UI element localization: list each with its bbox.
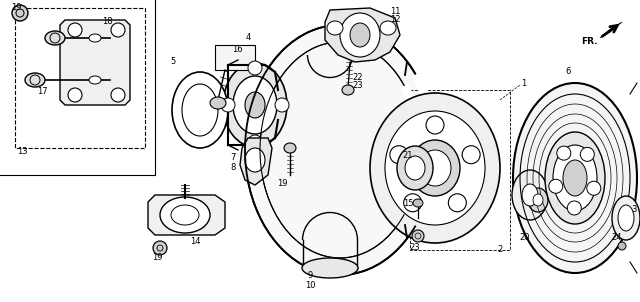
Circle shape bbox=[618, 242, 626, 250]
Ellipse shape bbox=[380, 21, 396, 35]
Ellipse shape bbox=[89, 34, 101, 42]
Ellipse shape bbox=[612, 196, 640, 240]
Ellipse shape bbox=[397, 146, 433, 190]
Text: 4: 4 bbox=[245, 34, 251, 43]
Ellipse shape bbox=[45, 31, 65, 45]
Text: 14: 14 bbox=[189, 237, 200, 246]
Ellipse shape bbox=[533, 194, 543, 206]
Ellipse shape bbox=[302, 258, 358, 278]
Circle shape bbox=[68, 23, 82, 37]
Text: 19: 19 bbox=[276, 178, 287, 188]
Ellipse shape bbox=[25, 73, 45, 87]
Ellipse shape bbox=[528, 188, 548, 212]
Ellipse shape bbox=[245, 148, 265, 172]
Circle shape bbox=[426, 116, 444, 134]
Text: 6: 6 bbox=[565, 68, 571, 76]
Text: 11: 11 bbox=[390, 8, 400, 17]
Circle shape bbox=[221, 98, 235, 112]
Ellipse shape bbox=[553, 145, 597, 211]
Text: 24: 24 bbox=[612, 233, 622, 243]
Ellipse shape bbox=[522, 184, 538, 206]
Ellipse shape bbox=[410, 140, 460, 196]
Circle shape bbox=[412, 230, 424, 242]
Text: 22: 22 bbox=[353, 73, 364, 82]
Ellipse shape bbox=[512, 170, 548, 220]
Polygon shape bbox=[600, 22, 622, 38]
Ellipse shape bbox=[210, 97, 226, 109]
Circle shape bbox=[12, 5, 28, 21]
Ellipse shape bbox=[563, 160, 587, 196]
Polygon shape bbox=[215, 45, 255, 70]
Ellipse shape bbox=[618, 205, 634, 231]
Ellipse shape bbox=[370, 93, 500, 243]
Text: 5: 5 bbox=[170, 57, 175, 66]
Circle shape bbox=[580, 147, 595, 161]
Ellipse shape bbox=[233, 76, 277, 134]
Text: 18: 18 bbox=[102, 18, 112, 27]
Circle shape bbox=[404, 194, 422, 212]
Ellipse shape bbox=[413, 199, 423, 207]
Text: 20: 20 bbox=[520, 233, 531, 243]
Circle shape bbox=[111, 23, 125, 37]
Text: 21: 21 bbox=[403, 150, 413, 159]
Text: 9: 9 bbox=[307, 271, 312, 281]
Text: 13: 13 bbox=[17, 147, 28, 156]
Text: FR.: FR. bbox=[582, 37, 598, 47]
Ellipse shape bbox=[223, 63, 287, 147]
Ellipse shape bbox=[342, 85, 354, 95]
Ellipse shape bbox=[405, 156, 425, 180]
Circle shape bbox=[449, 194, 467, 212]
Text: 1: 1 bbox=[522, 79, 527, 88]
Text: 23: 23 bbox=[353, 82, 364, 91]
Ellipse shape bbox=[245, 25, 435, 275]
Circle shape bbox=[248, 135, 262, 149]
Text: 15: 15 bbox=[403, 200, 413, 208]
Text: 19: 19 bbox=[11, 4, 21, 12]
Text: 12: 12 bbox=[390, 15, 400, 24]
Circle shape bbox=[587, 181, 601, 195]
Ellipse shape bbox=[340, 13, 380, 57]
Circle shape bbox=[462, 146, 480, 164]
Ellipse shape bbox=[385, 111, 485, 225]
Ellipse shape bbox=[327, 21, 343, 35]
Ellipse shape bbox=[284, 143, 296, 153]
Text: 2: 2 bbox=[497, 246, 502, 255]
Ellipse shape bbox=[513, 83, 637, 273]
Text: 10: 10 bbox=[305, 281, 316, 290]
Circle shape bbox=[567, 201, 581, 215]
Ellipse shape bbox=[172, 72, 228, 148]
Ellipse shape bbox=[545, 132, 605, 224]
Circle shape bbox=[390, 146, 408, 164]
Text: 3: 3 bbox=[631, 205, 637, 214]
Ellipse shape bbox=[89, 76, 101, 84]
Ellipse shape bbox=[350, 23, 370, 47]
Circle shape bbox=[548, 179, 563, 193]
Circle shape bbox=[68, 88, 82, 102]
Polygon shape bbox=[325, 8, 400, 62]
Polygon shape bbox=[148, 195, 225, 235]
Circle shape bbox=[557, 146, 571, 160]
Text: 16: 16 bbox=[232, 46, 243, 54]
Ellipse shape bbox=[160, 197, 210, 233]
Text: 23: 23 bbox=[410, 243, 420, 252]
Circle shape bbox=[153, 241, 167, 255]
Circle shape bbox=[248, 61, 262, 75]
Text: 8: 8 bbox=[230, 163, 236, 172]
Text: 19: 19 bbox=[152, 253, 163, 262]
Circle shape bbox=[111, 88, 125, 102]
Polygon shape bbox=[240, 138, 272, 185]
Polygon shape bbox=[60, 20, 130, 105]
Text: 17: 17 bbox=[36, 88, 47, 97]
Text: 7: 7 bbox=[230, 153, 236, 162]
Ellipse shape bbox=[245, 92, 265, 118]
Circle shape bbox=[275, 98, 289, 112]
Ellipse shape bbox=[419, 150, 451, 186]
